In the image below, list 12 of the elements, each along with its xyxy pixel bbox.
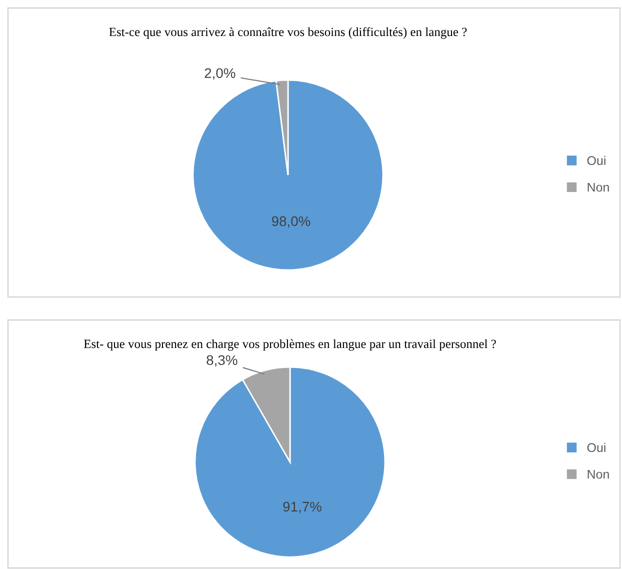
legend-label: Non (588, 470, 609, 479)
data-label: 91,7% (283, 502, 322, 514)
pie-slice (193, 80, 383, 270)
chart-title: Est-ce que vous arrivez à connaître vos besoins (difficultés) en langue ? (109, 27, 467, 39)
data-label: 2,0% (204, 68, 236, 80)
pie-slice (195, 367, 385, 557)
legend-label: Non (588, 182, 609, 192)
legend-label: Oui (587, 442, 606, 452)
data-label: 98,0% (272, 216, 310, 228)
legend-label: Oui (587, 156, 606, 166)
chart-title: Est- que vous prenez en charge vos problèmes en langue par un travail personnel ? (84, 339, 496, 351)
data-label: 8,3% (206, 355, 238, 367)
